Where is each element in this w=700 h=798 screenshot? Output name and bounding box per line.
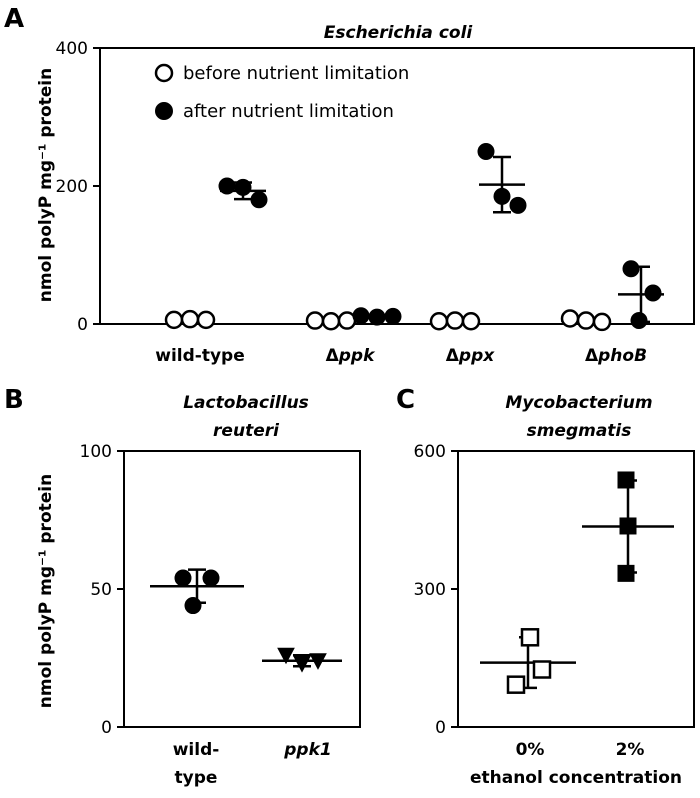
panel-b-y-tick-label: 0 [101, 718, 112, 738]
panel-b-point [277, 647, 295, 665]
panel-c-y-tick-label: 0 [435, 718, 446, 738]
panel-a-y-ticks: 0 200 400 [56, 39, 100, 335]
panel-c-point [619, 517, 637, 535]
panel-c-title-line-2: smegmatis [527, 421, 632, 441]
panel-b-title-line-2: reuteri [213, 421, 280, 441]
panel-a-point [180, 309, 200, 329]
panel-c-y-tick-label: 300 [414, 580, 446, 600]
panel-a-category-label: ΔphoB [585, 346, 647, 366]
panel-b-y-ticks: 0 50 100 [80, 442, 124, 738]
legend-filled-circle-marker [155, 102, 173, 120]
panel-a-point [576, 311, 596, 330]
legend-label-after: after nutrient limitation [183, 101, 394, 122]
panel-c-point [532, 660, 552, 679]
panel-a-point [305, 311, 325, 330]
panel-b-y-tick-label: 100 [80, 442, 112, 462]
panel-c-categories: 0% 2% [516, 740, 645, 760]
panel-b-category-label: ppk1 [283, 740, 331, 760]
panel-a-y-tick-label: 0 [77, 315, 88, 335]
panel-c-category-label: 2% [616, 740, 645, 760]
panel-a-point [218, 177, 236, 195]
panel-b-y-tick-label: 50 [90, 580, 112, 600]
panel-a-category-label: wild-type [155, 346, 245, 366]
category-name: ppx [458, 346, 495, 366]
legend-label-before: before nutrient limitation [183, 63, 409, 84]
panel-a-point [509, 196, 527, 214]
panel-c-point [617, 471, 635, 489]
category-name: phoB [597, 346, 647, 366]
panel-a-point [368, 308, 386, 326]
panel-a-point [196, 310, 216, 330]
legend-open-circle-marker [154, 63, 174, 83]
panel-c-y-tick-label: 600 [414, 442, 446, 462]
panel-a-y-tick-label: 200 [56, 177, 88, 197]
panel-c-plot-frame [457, 450, 695, 728]
panel-a-categories: wild-type Δppk Δppx ΔphoB [155, 346, 647, 366]
panel-a-point [250, 191, 268, 209]
panel-c-y-ticks: 0 300 600 [414, 442, 458, 738]
panel-b-category-label: type [175, 768, 218, 788]
panel-a-points [164, 143, 664, 332]
panel-a-legend: before nutrient limitation after nutrien… [154, 63, 409, 122]
panel-a-point [445, 311, 465, 330]
panel-c-point [506, 675, 526, 694]
panel-a-point [429, 311, 449, 331]
panel-b-point [202, 569, 220, 587]
panel-a-point [384, 307, 402, 325]
panel-b: B Lactobacillus reuteri nmol polyP mg⁻¹ … [4, 385, 361, 788]
panel-a-point [461, 311, 481, 331]
delta-prefix: Δ [585, 346, 599, 366]
panel-b-title-line-1: Lactobacillus [183, 393, 309, 413]
delta-prefix: Δ [326, 346, 340, 366]
panel-a-point [493, 187, 511, 205]
panel-c-title-line-1: Mycobacterium [505, 393, 652, 413]
panel-a-point [630, 312, 648, 330]
panel-c-letter: C [396, 385, 415, 415]
panel-a-plot-frame [99, 47, 695, 325]
panel-a-point [560, 309, 580, 328]
panel-b-points [150, 568, 342, 673]
panel-c-category-label: 0% [516, 740, 545, 760]
panel-c-x-axis-label: ethanol concentration [470, 768, 682, 788]
panel-a-title: Escherichia coli [324, 23, 474, 43]
panel-c-point [617, 564, 635, 582]
panel-a-point [622, 260, 640, 278]
panel-a-point [644, 284, 662, 302]
panel-a-letter: A [4, 4, 24, 34]
panel-a-y-axis-label: nmol polyP mg⁻¹ protein [36, 68, 56, 302]
panel-a-point [477, 143, 495, 160]
panel-a-point [352, 307, 370, 325]
category-name: ppk [338, 346, 376, 366]
panel-b-point [184, 597, 202, 615]
panel-a-category-label: Δppk [326, 346, 377, 366]
panel-c-point [520, 628, 540, 647]
panel-c: C Mycobacterium smegmatis 0 300 600 0% 2% e… [396, 385, 695, 788]
panel-a: A Escherichia coli nmol polyP mg⁻¹ prote… [4, 4, 695, 366]
panel-b-point [309, 653, 327, 670]
panel-b-y-axis-label: nmol polyP mg⁻¹ protein [36, 474, 56, 708]
panel-a-point [321, 311, 341, 331]
panel-b-categories: wild-type ppk1 [173, 740, 332, 788]
delta-prefix: Δ [446, 346, 460, 366]
panel-a-y-tick-label: 400 [56, 39, 88, 59]
panel-a-point [592, 312, 612, 332]
panel-b-letter: B [4, 385, 24, 415]
panel-a-category-label: Δppx [446, 346, 496, 366]
category-name: wild-type [155, 346, 245, 366]
panel-b-plot-frame [123, 450, 361, 728]
panel-b-category-label: wild- [173, 740, 220, 760]
panel-a-point [164, 310, 184, 330]
panel-b-point [293, 656, 311, 673]
panel-b-point [174, 569, 192, 587]
panel-c-points [480, 471, 674, 694]
panel-a-point [234, 178, 252, 196]
